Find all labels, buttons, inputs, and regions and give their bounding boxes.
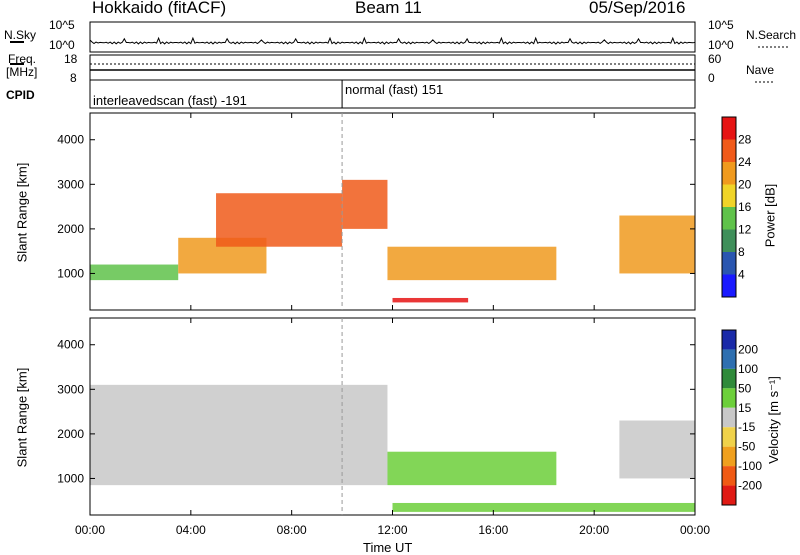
site-title: Hokkaido (fitACF): [92, 0, 227, 17]
velocity-colorbar-segment-2: [722, 368, 736, 389]
velocity-colorbar-tick-3: 15: [738, 401, 752, 415]
xtick-label-3: 12:00: [377, 523, 407, 537]
velocity-colorbar-segment-5: [722, 427, 736, 447]
freq-unit-label: [MHz]: [6, 65, 38, 79]
power-colorbar-tick-1: 8: [738, 245, 745, 259]
x-axis-label: Time UT: [363, 540, 413, 555]
velocity-region-3: [619, 420, 695, 479]
velocity-colorbar-frame: [721, 329, 737, 506]
nsky-label: N.Sky: [4, 28, 37, 42]
power-colorbar-segment-3: [722, 207, 736, 230]
power-plot-bg: [90, 113, 695, 310]
velocity-colorbar-segment-4: [722, 407, 736, 428]
velocity-colorbar-segment-0: [722, 330, 736, 350]
nave-label: Nave: [746, 63, 775, 77]
velocity-colorbar-tick-5: -50: [738, 440, 756, 454]
velocity-colorbar-tick-6: -100: [738, 459, 762, 473]
power-region-5: [392, 297, 469, 303]
velocity-ytick-label-2: 3000: [57, 382, 84, 396]
power-colorbar-segment-2: [722, 229, 736, 252]
beam-title: Beam 11: [355, 0, 422, 17]
velocity-region-0: [90, 384, 388, 486]
power-colorbar-tick-3: 16: [738, 200, 752, 214]
velocity-colorbar-segment-7: [722, 466, 736, 486]
power-region-4: [387, 246, 557, 281]
velocity-colorbar-tick-0: 200: [738, 342, 758, 356]
power-ytick-label-3: 4000: [57, 133, 84, 147]
nsky-tick-top: 10^5: [49, 18, 75, 32]
power-colorbar-tick-5: 24: [738, 155, 752, 169]
cpid-mode-2: normal (fast) 151: [345, 82, 444, 97]
cpid-mode-1: interleavedscan (fast) -191: [93, 93, 247, 108]
freq-tick-top: 18: [64, 52, 78, 66]
cpid-label: CPID: [6, 88, 35, 102]
velocity-colorbar-segment-3: [722, 388, 736, 408]
velocity-colorbar-segment-8: [722, 485, 736, 505]
velocity-colorbar-segment-1: [722, 349, 736, 369]
power-region-6: [619, 215, 695, 274]
velocity-region-2: [392, 502, 695, 512]
velocity-region-1: [387, 451, 557, 486]
power-region-0: [90, 264, 179, 281]
nave-tick-bottom: 0: [708, 71, 715, 85]
xtick-label-6: 00:00: [680, 523, 710, 537]
power-ytick-label-2: 3000: [57, 177, 84, 191]
nsearch-tick-top: 10^5: [708, 18, 734, 32]
xtick-label-1: 04:00: [176, 523, 206, 537]
power-colorbar-tick-4: 20: [738, 178, 752, 192]
xtick-label-2: 08:00: [277, 523, 307, 537]
nsearch-tick-bottom: 10^0: [708, 38, 734, 52]
power-ytick-label-0: 1000: [57, 266, 84, 280]
noise-trace: [89, 36, 696, 45]
noise-panel-frame: [89, 21, 696, 53]
xtick-label-0: 00:00: [75, 523, 105, 537]
power-colorbar-segment-7: [722, 117, 736, 140]
nsearch-label: N.Search: [746, 28, 797, 42]
power-region-2: [216, 193, 343, 247]
velocity-colorbar-segment-6: [722, 446, 736, 467]
velocity-ytick-label-1: 2000: [57, 427, 84, 441]
power-region-3: [342, 179, 388, 229]
power-ytick-label-1: 2000: [57, 222, 84, 236]
power-colorbar-segment-0: [722, 274, 736, 297]
power-colorbar-segment-1: [722, 252, 736, 275]
power-colorbar-segment-6: [722, 139, 736, 162]
date-title: 05/Sep/2016: [589, 0, 686, 17]
power-colorbar-segment-4: [722, 184, 736, 207]
velocity-colorbar-tick-7: -200: [738, 479, 762, 493]
power-colorbar-frame: [721, 116, 737, 298]
freq-label: Freq.: [8, 52, 37, 66]
velocity-colorbar-tick-1: 100: [738, 362, 758, 376]
xtick-label-5: 20:00: [579, 523, 609, 537]
freq-panel-frame: [89, 54, 696, 81]
power-colorbar-tick-6: 28: [738, 133, 752, 147]
freq-tick-bottom: 8: [70, 71, 77, 85]
velocity-ytick-label-3: 4000: [57, 338, 84, 352]
velocity-colorbar-tick-2: 50: [738, 381, 752, 395]
nave-tick-top: 60: [708, 52, 722, 66]
velocity-ytick-label-0: 1000: [57, 471, 84, 485]
xtick-label-4: 16:00: [478, 523, 508, 537]
velocity-colorbar-tick-4: -15: [738, 420, 756, 434]
power-colorbar-segment-5: [722, 162, 736, 185]
power-colorbar-tick-2: 12: [738, 223, 752, 237]
cpid-panel-frame: [89, 79, 696, 109]
nsky-tick-bottom: 10^0: [49, 38, 75, 52]
power-colorbar-tick-0: 4: [738, 268, 745, 282]
